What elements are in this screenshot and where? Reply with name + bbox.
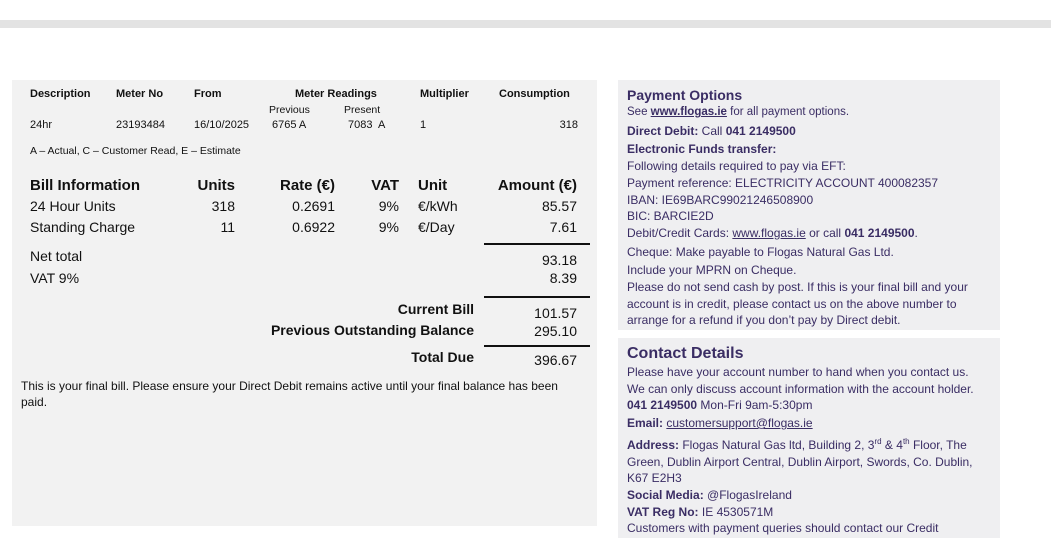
vat-amount: 8.39: [549, 270, 577, 286]
header-meter-no: Meter No: [116, 88, 164, 100]
direct-debit-label: Direct Debit:: [627, 123, 699, 138]
bill-row-unit: €/Day: [418, 219, 455, 235]
previous-balance-label: Previous Outstanding Balance: [270, 322, 474, 338]
header-unit: Unit: [418, 177, 448, 194]
cheque-text: Cheque: Make payable to Flogas Natural G…: [627, 244, 894, 259]
cash-note: Please do not send cash by post. If this…: [627, 280, 968, 328]
email-label: Email:: [627, 416, 664, 431]
final-bill-note: This is your final bill. Please ensure y…: [21, 379, 558, 409]
address-text: Floor, The Green, Dublin Airport Central…: [627, 437, 973, 486]
total-due-label: Total Due: [411, 349, 474, 365]
current-bill-label: Current Bill: [397, 301, 474, 317]
bic: BIC: BARCIE2D: [627, 209, 714, 224]
see-text-end: for all payment options.: [726, 106, 850, 118]
payment-reference: Payment reference: ELECTRICITY ACCOUNT 4…: [627, 175, 939, 190]
contact-details-panel: Contact Details Please have your account…: [618, 338, 1000, 538]
cards-text: Debit/Credit Cards:: [627, 225, 733, 240]
vat-reg-number: IE 4530571M: [698, 504, 774, 519]
bill-row-amount: 7.61: [549, 219, 577, 235]
net-total-amount: 93.18: [541, 252, 577, 268]
header-rate: Rate (€): [279, 177, 335, 194]
contact-hours: Mon-Fri 9am-5:30pm: [697, 398, 813, 413]
payment-options-title: Payment Options: [627, 87, 743, 103]
vat-reg-label: VAT Reg No:: [627, 504, 699, 519]
address-text: Flogas Natural Gas ltd, Building 2, 3: [679, 437, 875, 452]
mprn-text: Include your MPRN on Cheque.: [627, 263, 797, 278]
credit-queries-text: Customers with payment queries should co…: [627, 521, 939, 536]
see-text: See: [627, 106, 651, 118]
header-from: From: [194, 88, 222, 100]
header-vat: VAT: [371, 177, 399, 194]
bill-row-vat: 9%: [378, 219, 399, 235]
previous-balance-amount: 295.10: [534, 323, 577, 339]
meter-present-reading: 7083 A: [348, 119, 386, 131]
subtotal-rule: [484, 243, 590, 245]
direct-debit-phone: 041 2149500: [725, 123, 796, 138]
email-link[interactable]: customersupport@flogas.ie: [666, 416, 813, 431]
website-link[interactable]: www.flogas.ie: [650, 106, 727, 118]
total-due-amount: 396.67: [534, 352, 577, 368]
current-bill-amount: 101.57: [534, 305, 577, 321]
bill-row-info: 24 Hour Units: [30, 198, 116, 214]
meter-consumption: 318: [559, 119, 578, 131]
header-consumption: Consumption: [499, 88, 570, 100]
meter-number: 23193484: [116, 119, 165, 131]
bill-row-rate: 0.2691: [292, 198, 335, 214]
contact-line-1: Please have your account number to hand …: [627, 365, 969, 379]
header-previous: Previous: [269, 104, 310, 116]
vat-label: VAT 9%: [30, 270, 80, 286]
bill-panel: Description Meter No From Meter Readings…: [12, 80, 597, 526]
bill-row-units: 318: [211, 198, 235, 214]
reading-type-legend: A – Actual, C – Customer Read, E – Estim…: [30, 145, 241, 157]
meter-description: 24hr: [30, 119, 53, 131]
bill-row-vat: 9%: [378, 198, 399, 214]
cards-website-link[interactable]: www.flogas.ie: [732, 225, 806, 240]
meter-multiplier: 1: [420, 119, 427, 131]
bill-row-unit: €/kWh: [418, 198, 458, 214]
header-meter-readings: Meter Readings: [295, 88, 377, 100]
header-description: Description: [30, 88, 91, 100]
bill-row-rate: 0.6922: [292, 219, 335, 235]
contact-line-2: We can only discuss account information …: [627, 381, 974, 396]
header-present: Present: [344, 104, 381, 116]
address-label: Address:: [627, 437, 680, 452]
total-rule: [484, 296, 590, 298]
bill-row-info: Standing Charge: [30, 219, 136, 235]
cards-or-call: or call: [805, 225, 845, 240]
header-bill-information: Bill Information: [30, 177, 140, 194]
meter-from-date: 16/10/2025: [194, 119, 250, 131]
header-multiplier: Multiplier: [420, 88, 469, 100]
social-label: Social Media:: [627, 487, 704, 502]
top-divider-bar: [0, 20, 1051, 28]
grand-total-rule: [484, 345, 590, 347]
contact-title: Contact Details: [627, 345, 744, 362]
net-total-label: Net total: [30, 248, 83, 264]
address-sup: th: [902, 436, 910, 446]
header-amount: Amount (€): [497, 177, 577, 194]
social-handle: @FlogasIreland: [703, 487, 792, 502]
iban: IBAN: IE69BARC99021246508900: [627, 192, 814, 207]
payment-options-panel: Payment Options See www.flogas.ie for al…: [618, 80, 1000, 330]
header-units: Units: [197, 177, 236, 194]
contact-phone: 041 2149500: [627, 398, 698, 413]
address-sup: rd: [874, 436, 882, 446]
direct-debit-text: Call: [698, 123, 726, 138]
bill-row-amount: 85.57: [541, 198, 577, 214]
address-text: & 4: [881, 437, 903, 452]
meter-previous-reading: 6765 A: [272, 119, 307, 131]
bill-row-units: 11: [220, 219, 235, 235]
eft-intro: Following details required to pay via EF…: [627, 159, 846, 174]
eft-label: Electronic Funds transfer:: [627, 142, 777, 157]
cards-phone: 041 2149500: [844, 225, 915, 240]
